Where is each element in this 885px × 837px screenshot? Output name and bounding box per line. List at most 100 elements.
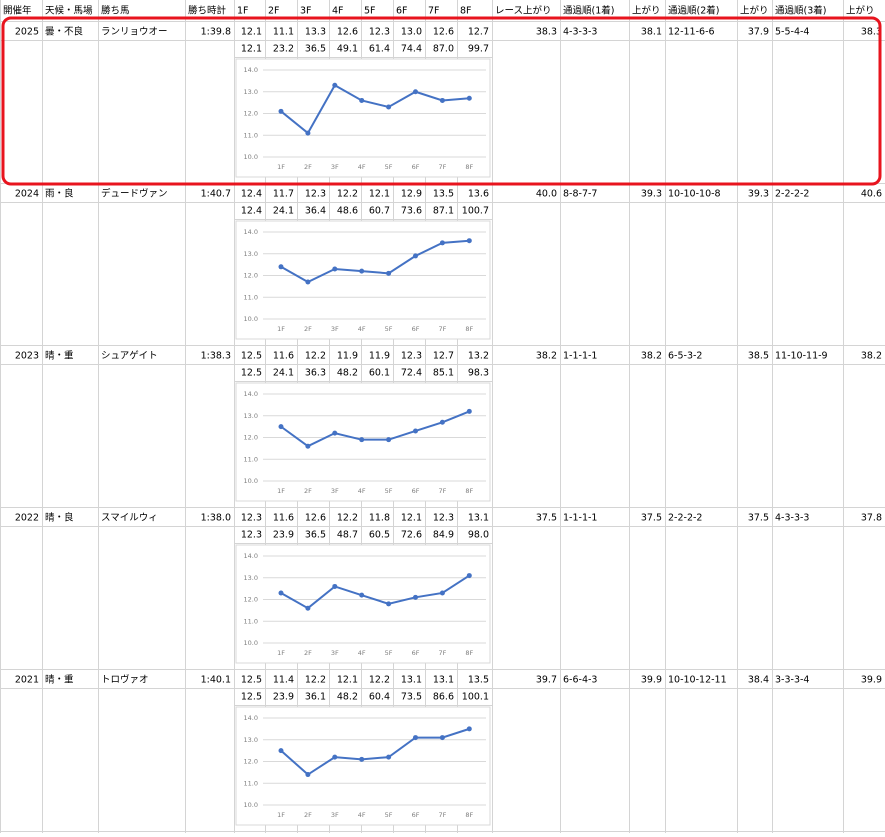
cell-text: 38.2 [641, 351, 662, 362]
column-header: 6F [396, 6, 408, 17]
x-tick-label: 5F [385, 163, 393, 171]
cell-text: 99.7 [468, 44, 489, 55]
cell-text: 23.9 [273, 530, 294, 541]
lap-point [439, 735, 445, 741]
cell-text: 雨・良 [45, 188, 74, 200]
cell-text: 37.5 [536, 513, 557, 524]
x-tick-label: 3F [331, 649, 339, 657]
y-tick-label: 11.0 [244, 455, 258, 463]
lap-point [439, 240, 445, 246]
cell-text: 12.3 [241, 513, 262, 524]
x-tick-label: 8F [465, 487, 473, 495]
column-header: レース上がり [495, 5, 552, 17]
x-tick-label: 7F [438, 649, 446, 657]
x-tick-label: 4F [358, 163, 366, 171]
x-tick-label: 4F [358, 811, 366, 819]
y-tick-label: 13.0 [244, 574, 258, 582]
column-header: 通過順(1着) [563, 5, 614, 17]
cell-text: 12.6 [337, 27, 358, 38]
y-tick-label: 12.0 [244, 596, 258, 604]
x-tick-label: 3F [331, 811, 339, 819]
x-tick-label: 2F [304, 487, 312, 495]
chart-area [235, 220, 491, 340]
cell-text: スマイルウィ [101, 513, 158, 524]
column-header: 8F [460, 6, 472, 17]
x-tick-label: 3F [331, 325, 339, 333]
cell-text: 87.1 [433, 206, 454, 217]
cell-text: 74.4 [401, 44, 422, 55]
chart-area [235, 544, 491, 664]
lap-point [359, 592, 365, 598]
x-tick-label: 4F [358, 325, 366, 333]
cell-text: シュアゲイト [101, 350, 158, 362]
lap-point [278, 424, 284, 430]
cell-text: 12.9 [401, 189, 422, 200]
column-header: 勝ち時計 [188, 5, 227, 17]
y-tick-label: 11.0 [244, 131, 258, 139]
lap-point [305, 443, 311, 449]
lap-point [305, 605, 311, 611]
lap-point [332, 82, 338, 88]
x-tick-label: 3F [331, 163, 339, 171]
y-tick-label: 10.0 [244, 315, 258, 323]
cell-text: 12.5 [241, 368, 262, 379]
cell-text: 13.1 [433, 675, 454, 686]
cell-text: 2025 [15, 27, 39, 38]
cell-text: 13.3 [305, 27, 326, 38]
cell-text: 13.1 [401, 675, 422, 686]
lap-point [386, 437, 392, 443]
x-tick-label: 1F [277, 325, 285, 333]
y-tick-label: 10.0 [244, 801, 258, 809]
x-tick-label: 2F [304, 649, 312, 657]
y-tick-label: 10.0 [244, 153, 258, 161]
cell-text: 12.6 [305, 513, 326, 524]
x-tick-label: 1F [277, 649, 285, 657]
cell-text: 13.1 [468, 513, 489, 524]
lap-point [305, 130, 311, 136]
y-tick-label: 11.0 [244, 779, 258, 787]
cell-text: 100.7 [462, 206, 489, 217]
cell-text: 1:40.1 [201, 675, 231, 686]
cell-text: 1:38.0 [201, 513, 231, 524]
cell-text: 1:39.8 [201, 27, 231, 38]
cell-text: 12.5 [241, 351, 262, 362]
lap-point [413, 89, 418, 95]
cell-text: 72.6 [401, 530, 422, 541]
cell-text: 38.3 [861, 27, 882, 38]
cell-text: 11.8 [369, 513, 390, 524]
cell-text: ランリョウオー [101, 27, 168, 38]
cell-text: 8-8-7-7 [563, 189, 597, 200]
cell-text: 39.3 [641, 189, 662, 200]
cell-text: 12.4 [241, 206, 262, 217]
cell-text: デュードヴァン [101, 188, 168, 200]
chart-area [235, 382, 491, 502]
cell-text: 39.9 [641, 675, 662, 686]
x-tick-label: 5F [385, 649, 393, 657]
column-header: 5F [364, 6, 376, 17]
column-header: 上がり [632, 5, 661, 17]
column-header: 勝ち馬 [101, 5, 130, 17]
cell-text: 1:38.3 [201, 351, 231, 362]
chart-area [235, 58, 491, 178]
x-tick-label: 7F [438, 163, 446, 171]
cell-text: 晴・良 [45, 512, 74, 524]
column-header: 2F [268, 6, 280, 17]
column-header: 上がり [740, 5, 769, 17]
x-tick-label: 2F [304, 325, 312, 333]
cell-text: 11.6 [273, 513, 294, 524]
x-tick-label: 8F [465, 811, 473, 819]
lap-line [280, 574, 470, 610]
lap-point [466, 95, 472, 101]
lap-point [332, 583, 338, 589]
x-tick-label: 2F [304, 811, 312, 819]
cell-text: 4-3-3-3 [563, 27, 597, 38]
lap-point [278, 748, 284, 754]
cell-text: 12.3 [305, 189, 326, 200]
cell-text: 1-1-1-1 [563, 513, 597, 524]
cell-text: 6-6-4-3 [563, 675, 597, 686]
cell-text: 12.1 [401, 513, 422, 524]
cell-text: 73.5 [401, 692, 422, 703]
cell-text: 11.7 [273, 189, 294, 200]
y-tick-label: 12.0 [244, 272, 258, 280]
